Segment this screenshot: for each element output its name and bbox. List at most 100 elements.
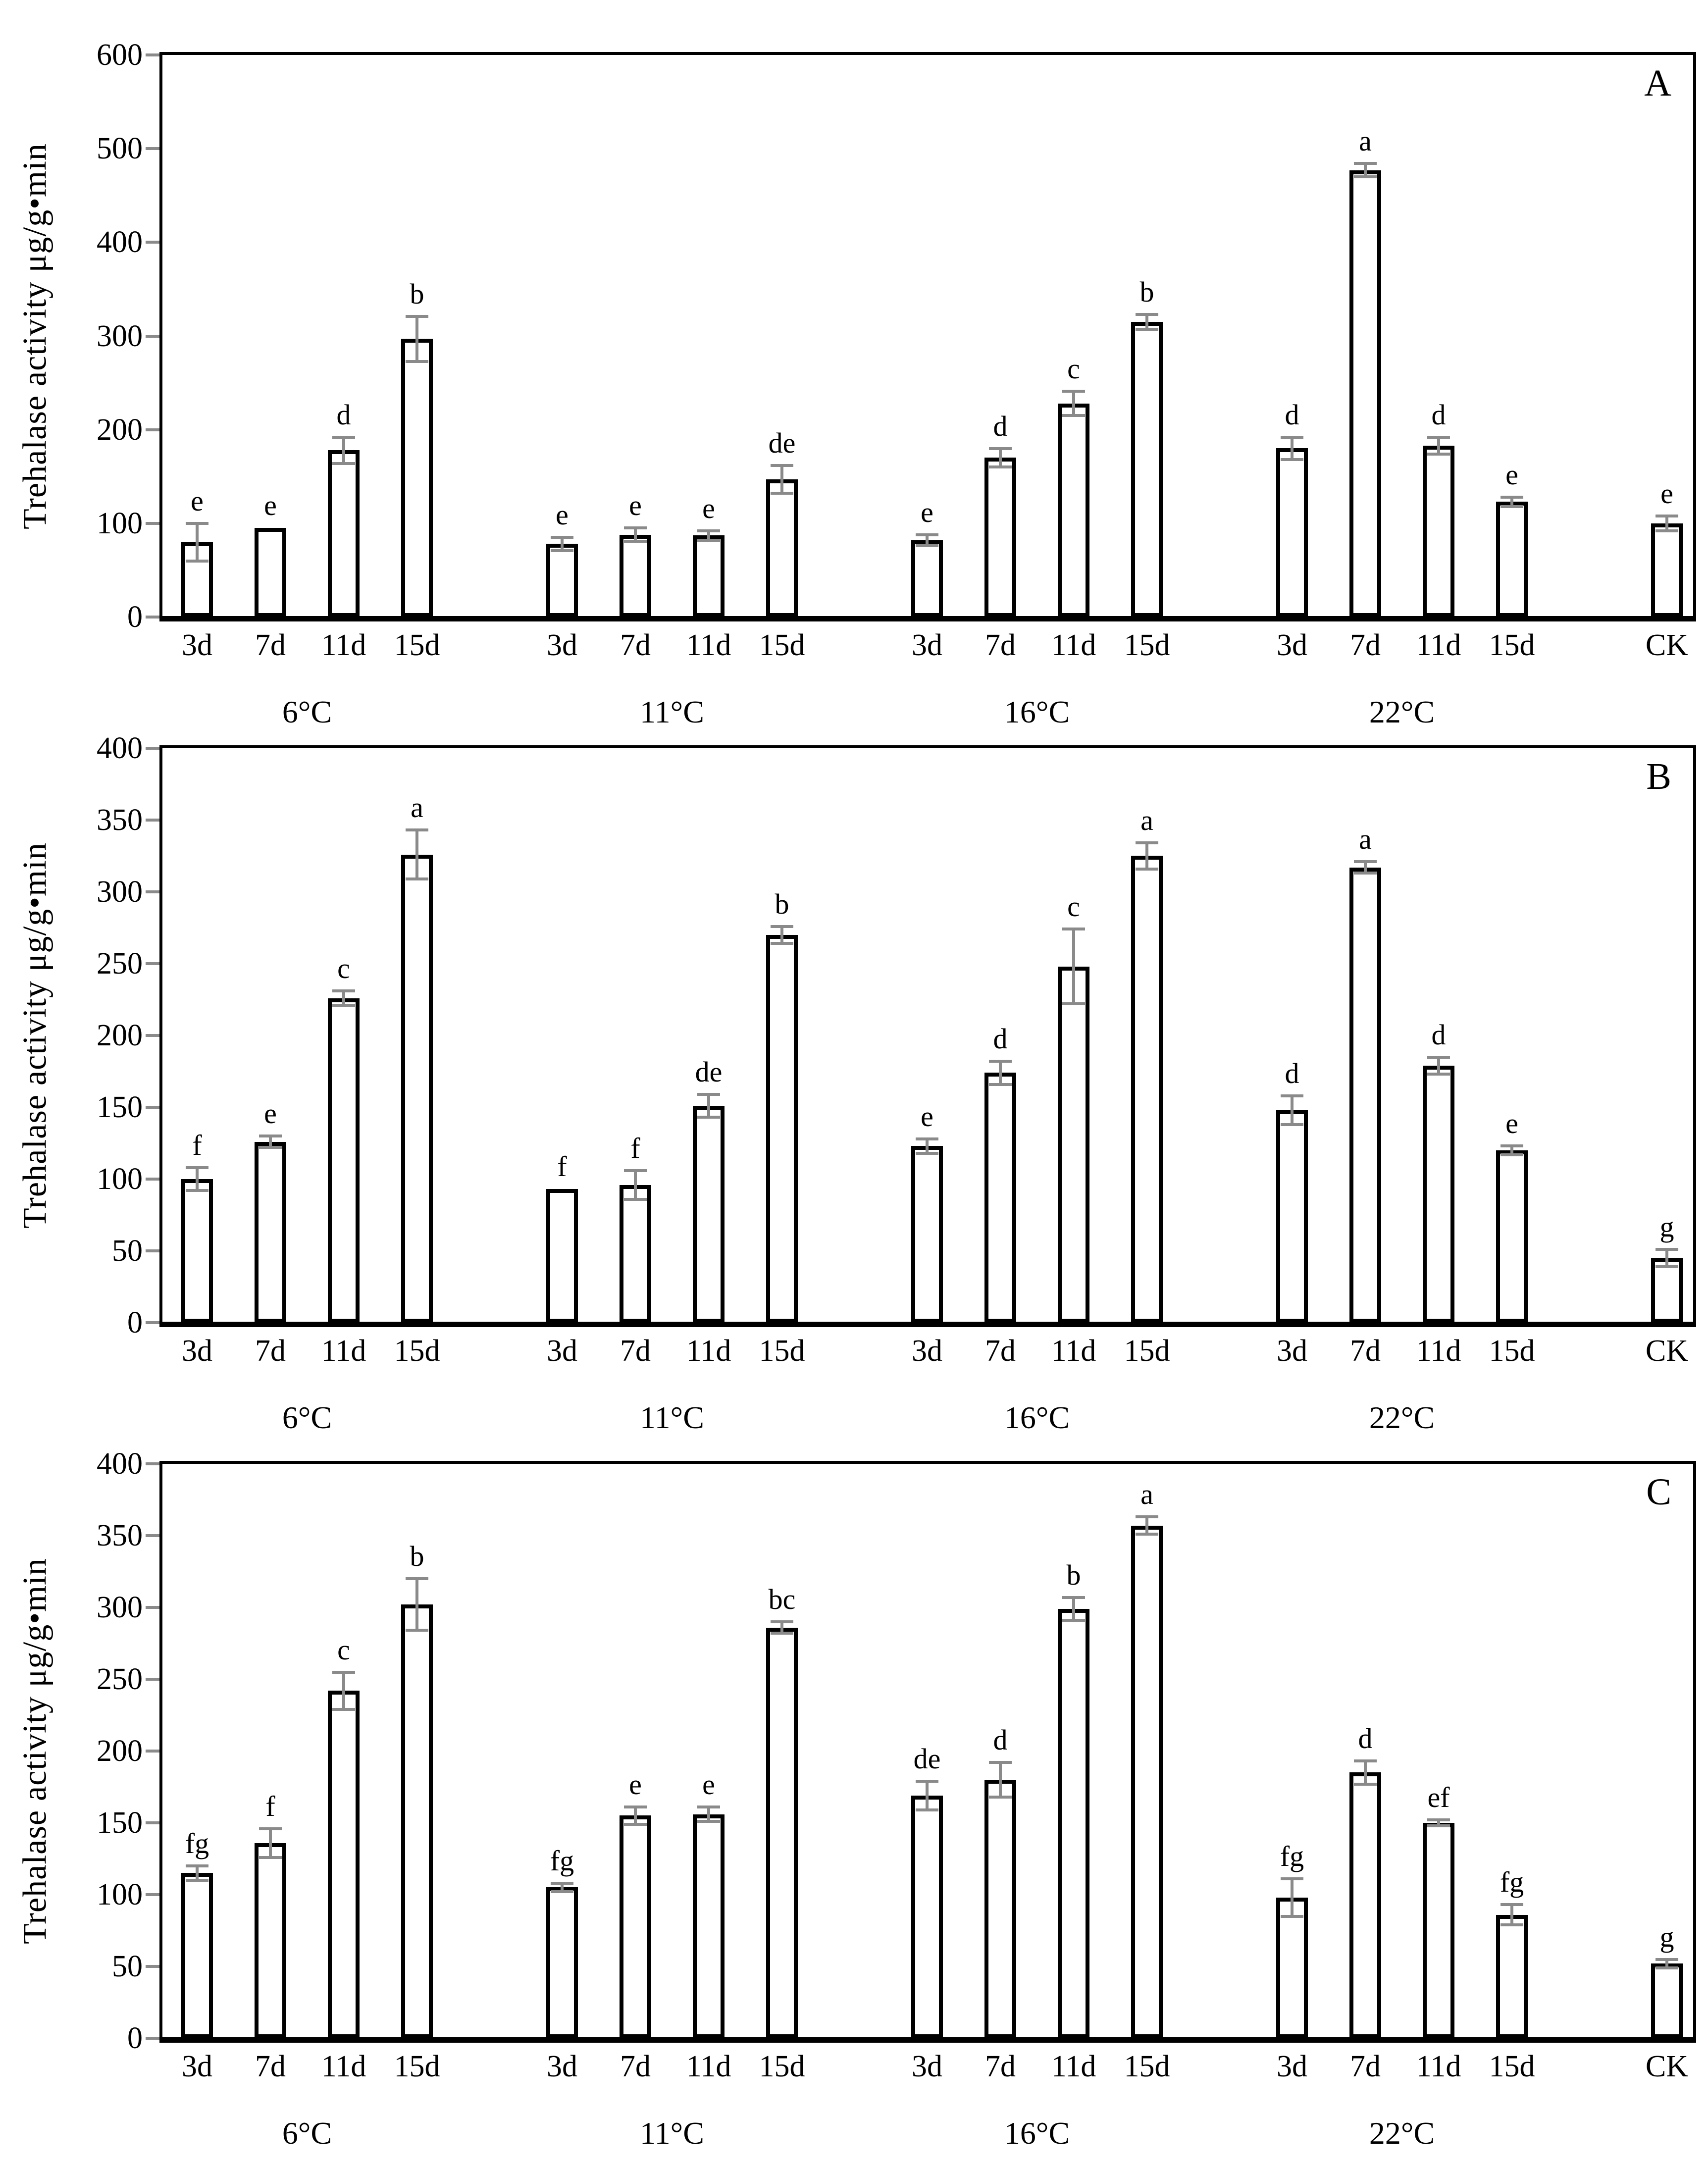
panel-letter-a: A [1644,62,1671,104]
error-bar-cap [989,1060,1012,1063]
bar [984,1073,1016,1323]
significance-letter: d [1285,1057,1299,1089]
significance-letter: e [1660,477,1673,510]
bar [984,1780,1016,2038]
x-tick-label: 7d [255,1334,286,1368]
group-label: 6°C [282,1400,332,1435]
panel-b: Trehalase activity μg/g•min B 0 50 100 150 2… [16,733,1696,1434]
bar [1131,322,1163,617]
x-tick-label: 7d [1350,1334,1381,1368]
error-bar-cap [624,539,647,543]
group-label: 6°C [282,2115,332,2151]
error-bar-cap [1281,1877,1303,1881]
y-tick-mark [146,962,159,965]
bar [1276,1110,1308,1323]
bar [1276,1898,1308,2038]
error-bar-cap [1062,390,1085,393]
group-label: 16°C [1004,694,1070,729]
error-bar-cap [697,529,720,532]
error-bar-stem [1145,843,1148,869]
bar [1131,1526,1163,2038]
error-bar-stem [1145,1517,1148,1535]
error-bar-cap [1427,1073,1450,1076]
significance-letter: c [1067,890,1080,923]
bar [546,1887,578,2038]
bar [181,1179,213,1323]
error-bar-cap [186,1864,208,1867]
bar [693,535,725,617]
bar [1423,1066,1454,1323]
error-bar-stem [1072,391,1075,416]
significance-letter: a [411,791,423,824]
error-bar-cap [406,1629,428,1632]
bar [911,1146,943,1323]
bar [984,458,1016,617]
significance-letter: e [191,484,204,517]
significance-letter: f [192,1129,202,1161]
error-bar-cap [551,536,573,539]
error-bar-stem [1665,516,1668,531]
group-label: 11°C [640,1400,704,1435]
error-bar-cap [989,1083,1012,1086]
y-tick-label: 0 [127,1306,143,1340]
error-bar-stem [999,1762,1002,1797]
error-bar-cap [624,1197,647,1201]
error-bar-cap [1062,928,1085,931]
x-tick-label: 11d [1051,2050,1096,2083]
x-tick-label: 15d [394,628,440,662]
x-tick-label: 15d [394,2050,440,2083]
error-bar-cap [624,1822,647,1826]
error-bar-cap [186,1189,208,1192]
error-bar-cap [1136,1533,1158,1536]
x-tick-label: 15d [1124,1334,1170,1368]
significance-letter: e [921,496,933,528]
x-tick-label: 7d [985,1334,1016,1368]
significance-letter: d [1285,398,1299,431]
x-tick-label: 3d [1277,1334,1307,1368]
bar [255,1843,286,2038]
error-bar-cap [1427,1055,1450,1059]
bar [328,1691,360,2038]
significance-letter: d [993,410,1008,442]
significance-letter: f [265,1790,275,1822]
error-bar-cap [1656,529,1678,532]
bar [1651,523,1683,617]
x-tick-label: 11d [686,1334,731,1368]
x-tick-label: 11d [1416,628,1461,662]
x-tick-label: 3d [547,628,577,662]
error-bar-stem [1437,1057,1440,1075]
y-tick-label: 200 [97,1019,143,1052]
bar [1423,446,1454,617]
x-tick-label: 11d [1051,628,1096,662]
significance-letter: fg [185,1827,209,1859]
error-bar-cap [1656,514,1678,517]
bar [1651,1258,1683,1323]
error-bar-cap [551,1881,573,1885]
significance-letter: e [702,492,715,524]
error-bar-stem [1291,1095,1294,1125]
error-bar-stem [999,1061,1002,1084]
y-tick-mark [146,1606,159,1609]
error-bar-cap [1281,1914,1303,1918]
error-bar-cap [1281,1123,1303,1126]
error-bar-stem [1145,314,1148,330]
significance-letter: d [1431,1018,1446,1051]
significance-letter: b [775,887,789,920]
significance-letter: e [629,489,642,522]
error-bar-cap [259,1146,282,1149]
x-tick-label: 11d [686,2050,731,2083]
error-bar-stem [342,437,345,464]
significance-letter: g [1659,1920,1674,1953]
error-bar-cap [332,1707,355,1711]
x-axis-line [159,1322,1696,1327]
error-bar-stem [1437,1820,1440,1826]
x-tick-label: 7d [255,628,286,662]
x-tick-label: 3d [912,628,942,662]
error-bar-cap [916,1779,938,1783]
bar [693,1814,725,2038]
significance-letter: e [264,1097,277,1130]
significance-letter: c [337,1633,350,1666]
significance-letter: e [264,489,277,522]
y-tick-label: 250 [97,947,143,980]
significance-letter: de [768,426,796,459]
